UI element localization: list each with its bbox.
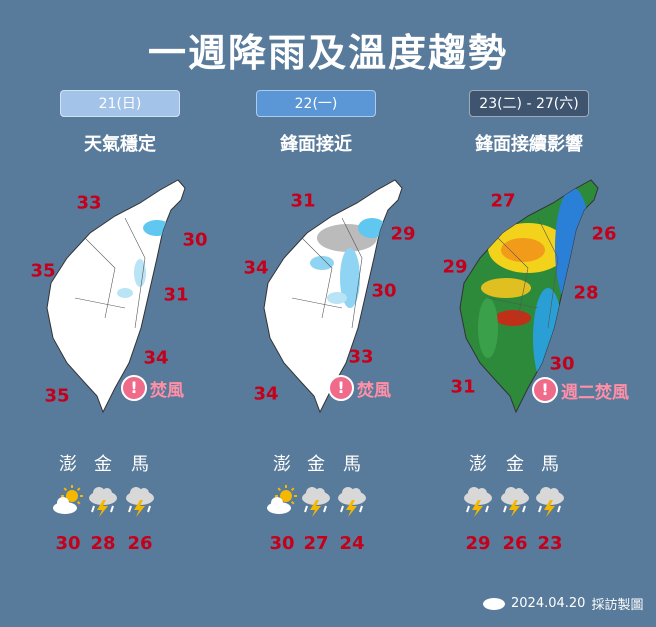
temperature-label: 30 xyxy=(182,229,208,251)
island-name: 馬 xyxy=(541,454,559,475)
temperature-label: 30 xyxy=(549,353,575,375)
temperature-label: 35 xyxy=(30,260,56,282)
temperature-label: 31 xyxy=(163,284,189,306)
exclamation-icon: ! xyxy=(328,375,354,401)
thunderstorm-icon xyxy=(335,484,369,522)
footer: 2024.04.20 採訪製圖 xyxy=(483,594,643,613)
temperature-label: 26 xyxy=(591,223,617,245)
temperature-label: 33 xyxy=(348,346,374,368)
island-name: 金 xyxy=(506,454,524,475)
island-temperature: 26 xyxy=(127,533,153,554)
panel-summary: 鋒面接續影響 xyxy=(475,134,583,155)
date-badge: 23(二) - 27(六) xyxy=(469,90,589,117)
temperature-label: 31 xyxy=(450,376,476,398)
temperature-label: 31 xyxy=(290,190,316,212)
panel-summary: 鋒面接近 xyxy=(280,134,352,155)
footer-label: 採訪製圖 xyxy=(591,598,644,613)
island-temperature: 24 xyxy=(339,533,365,554)
temperature-label: 30 xyxy=(371,280,397,302)
island-name: 澎 xyxy=(469,454,487,475)
temperature-label: 27 xyxy=(490,190,516,212)
panel-summary: 天氣穩定 xyxy=(84,134,156,155)
island-temperature: 27 xyxy=(303,533,329,554)
partly-sunny-icon xyxy=(51,484,85,522)
temperature-label: 28 xyxy=(573,282,599,304)
exclamation-icon: ! xyxy=(532,377,558,403)
foehn-warning: ! 焚風 xyxy=(328,375,391,401)
island-temperature: 23 xyxy=(537,533,563,554)
temperature-label: 34 xyxy=(243,257,269,279)
temperature-label: 33 xyxy=(76,192,102,214)
date-badge: 21(日) xyxy=(60,90,180,117)
island-name: 馬 xyxy=(343,454,361,475)
date-badge: 22(一) xyxy=(256,90,376,117)
thunderstorm-icon xyxy=(123,484,157,522)
taiwan-map xyxy=(45,178,190,420)
temperature-label: 29 xyxy=(442,256,468,278)
island-name: 澎 xyxy=(273,454,291,475)
page-title: 一週降雨及溫度趨勢 xyxy=(147,31,508,75)
island-name: 金 xyxy=(94,454,112,475)
island-name: 澎 xyxy=(59,454,77,475)
thunderstorm-icon xyxy=(533,484,567,522)
warning-label: 焚風 xyxy=(150,380,184,401)
island-name: 金 xyxy=(307,454,325,475)
warning-label: 週二焚風 xyxy=(561,382,629,403)
taiwan-map xyxy=(262,178,407,420)
taiwan-map xyxy=(458,178,603,420)
partly-sunny-icon xyxy=(265,484,299,522)
temperature-label: 29 xyxy=(390,223,416,245)
thunderstorm-icon xyxy=(299,484,333,522)
temperature-label: 34 xyxy=(143,347,169,369)
island-temperature: 29 xyxy=(465,533,491,554)
footer-date: 2024.04.20 xyxy=(511,596,586,611)
island-temperature: 30 xyxy=(55,533,81,554)
exclamation-icon: ! xyxy=(121,375,147,401)
foehn-warning: ! 焚風 xyxy=(121,375,184,401)
temperature-label: 34 xyxy=(253,383,279,405)
island-temperature: 28 xyxy=(90,533,116,554)
thunderstorm-icon xyxy=(461,484,495,522)
island-temperature: 26 xyxy=(502,533,528,554)
temperature-label: 35 xyxy=(44,385,70,407)
island-name: 馬 xyxy=(131,454,149,475)
foehn-warning: ! 週二焚風 xyxy=(532,377,629,403)
thunderstorm-icon xyxy=(86,484,120,522)
thunderstorm-icon xyxy=(498,484,532,522)
warning-label: 焚風 xyxy=(357,380,391,401)
cwa-logo-icon xyxy=(483,597,505,610)
island-temperature: 30 xyxy=(269,533,295,554)
